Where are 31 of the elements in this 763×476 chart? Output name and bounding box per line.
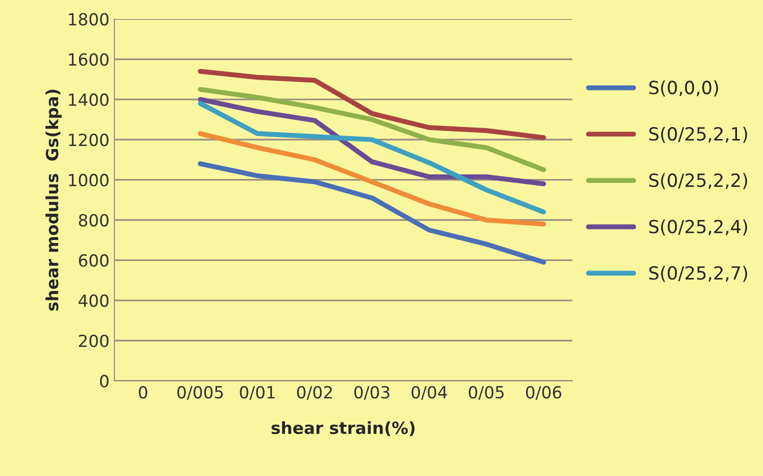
legend-label: S(0/25,2,2) — [649, 173, 748, 190]
y-tick-label: 1600 — [69, 53, 108, 66]
line-series — [198, 161, 546, 265]
x-tick-label: 0 — [138, 386, 148, 399]
x-tick-label: 0/01 — [240, 386, 275, 400]
legend-label: S(0/25,2,4) — [649, 219, 748, 236]
y-tick-label: 1200 — [69, 134, 108, 146]
y-tick-label: 400 — [78, 294, 108, 307]
x-tick-label: 0/05 — [468, 386, 504, 400]
legend-label: S(0/25,2,7) — [649, 266, 748, 282]
x-tick-label: 0/005 — [177, 386, 223, 400]
legend-label: S(0/25,2,1) — [649, 126, 748, 143]
line-series — [198, 101, 546, 214]
y-tick-label: 800 — [78, 214, 108, 227]
line-series — [198, 86, 546, 172]
y-tick-label: 1400 — [69, 93, 108, 106]
x-tick-label: 0/02 — [297, 386, 332, 400]
line-series — [198, 68, 546, 140]
x-tick-label: 0/03 — [354, 386, 390, 400]
line-series — [198, 131, 546, 226]
line-series — [198, 97, 546, 186]
y-axis-title: shear modulus Gs(kpa) — [45, 90, 62, 311]
y-tick-label: 1000 — [69, 174, 108, 186]
x-tick-label: 0/06 — [526, 386, 562, 400]
y-tick-label: 0 — [100, 374, 108, 388]
y-tick-label: 1800 — [69, 13, 108, 26]
x-tick-label: 0/04 — [412, 386, 447, 400]
y-tick-label: 200 — [79, 334, 108, 348]
x-axis-title: shear strain(%) — [272, 421, 415, 436]
legend-label: S(0,0,0) — [649, 80, 718, 96]
y-tick-label: 600 — [78, 254, 108, 267]
